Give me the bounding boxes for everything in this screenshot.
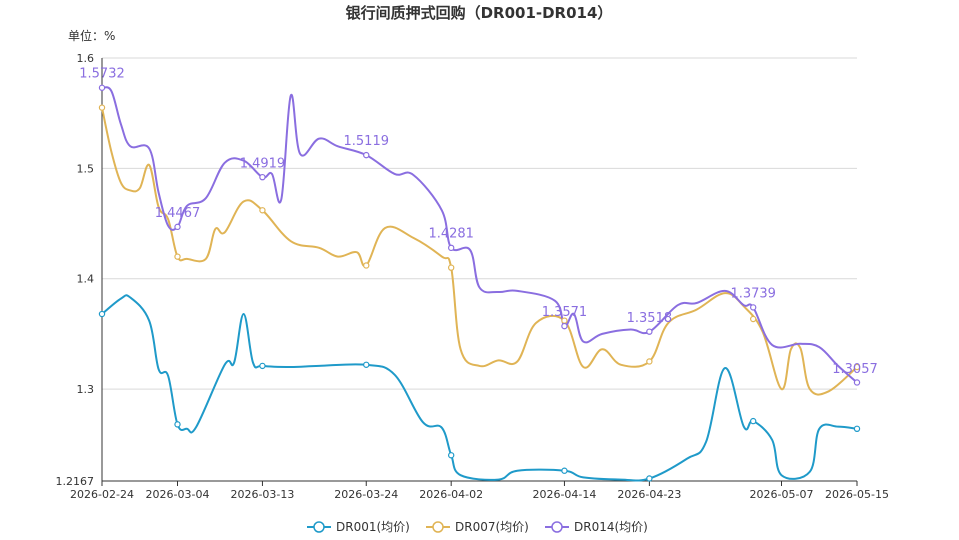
y-axis: 1.2167 1.3 1.4 1.5 1.6 bbox=[56, 52, 103, 488]
x-axis: 2026-02-24 2026-03-04 2026-03-13 2026-03-24… bbox=[70, 480, 889, 501]
data-point-marker bbox=[363, 361, 370, 368]
legend-swatch-marker bbox=[432, 521, 444, 533]
legend[interactable]: DR001(均价) DR007(均价) DR014(均价) bbox=[307, 520, 648, 534]
data-label: 1.3057 bbox=[832, 362, 878, 377]
data-label: 1.3739 bbox=[730, 287, 776, 302]
x-tick-label: 2026-03-04 bbox=[146, 488, 210, 501]
y-tick-label: 1.2167 bbox=[56, 475, 95, 488]
data-point-marker bbox=[447, 452, 455, 459]
y-tick-label: 1.6 bbox=[77, 52, 95, 65]
data-label: 1.4919 bbox=[240, 156, 286, 171]
data-labels: 1.5732 1.4467 1.4919 1.5119 1.4281 1.3571 1.35… bbox=[79, 67, 878, 377]
data-label: 1.3518 bbox=[627, 311, 673, 326]
data-point-marker bbox=[646, 328, 653, 335]
legend-label: DR007(均价) bbox=[455, 520, 529, 534]
series-line-1 bbox=[101, 107, 858, 396]
x-tick-label: 2026-05-15 bbox=[825, 488, 889, 501]
data-point-marker bbox=[259, 173, 266, 181]
data-label: 1.3571 bbox=[542, 305, 588, 320]
x-tick-label: 2026-03-13 bbox=[230, 488, 294, 501]
series-line-2 bbox=[101, 86, 858, 384]
data-point-marker bbox=[259, 362, 266, 370]
data-point-marker bbox=[853, 425, 861, 433]
data-point-marker bbox=[853, 379, 861, 386]
series-lines bbox=[101, 86, 858, 482]
data-point-marker bbox=[749, 315, 757, 323]
legend-item-0[interactable]: DR001(均价) bbox=[307, 520, 410, 534]
data-point-marker bbox=[98, 84, 106, 91]
x-tick-label: 2026-04-23 bbox=[617, 488, 681, 501]
data-point-marker bbox=[646, 475, 653, 482]
data-point-marker bbox=[98, 104, 106, 111]
unit-label: 单位：% bbox=[68, 28, 115, 43]
x-tick-label: 2026-04-02 bbox=[419, 488, 483, 501]
y-tick-label: 1.4 bbox=[77, 273, 95, 286]
data-point-marker bbox=[447, 244, 455, 252]
legend-label: DR014(均价) bbox=[574, 520, 648, 534]
data-point-marker bbox=[561, 467, 568, 474]
data-point-marker bbox=[749, 417, 757, 425]
y-tick-label: 1.5 bbox=[77, 162, 95, 175]
data-point-marker bbox=[561, 322, 568, 330]
y-tick-label: 1.3 bbox=[77, 383, 95, 396]
x-tick-label: 2026-04-14 bbox=[532, 488, 596, 501]
legend-swatch-marker bbox=[313, 521, 325, 533]
data-label: 1.4281 bbox=[428, 227, 474, 242]
data-point-marker bbox=[749, 304, 757, 311]
data-point-marker bbox=[98, 310, 106, 318]
data-label: 1.5119 bbox=[344, 134, 390, 149]
series-markers bbox=[98, 84, 861, 482]
legend-swatch-marker bbox=[551, 521, 563, 533]
grid-lines bbox=[102, 57, 857, 390]
legend-label: DR001(均价) bbox=[336, 520, 410, 534]
legend-item-1[interactable]: DR007(均价) bbox=[426, 520, 529, 534]
data-point-marker bbox=[174, 253, 181, 260]
series-line-0 bbox=[101, 294, 858, 482]
chart-title: 银行间质押式回购（DR001-DR014） bbox=[346, 4, 613, 22]
data-point-marker bbox=[259, 207, 266, 214]
legend-item-2[interactable]: DR014(均价) bbox=[545, 520, 648, 534]
x-tick-label: 2026-02-24 bbox=[70, 488, 134, 501]
data-point-marker bbox=[853, 363, 861, 371]
data-label: 1.5732 bbox=[79, 67, 125, 82]
data-point-marker bbox=[363, 262, 370, 269]
x-tick-label: 2026-05-07 bbox=[750, 488, 814, 501]
data-point-marker bbox=[447, 264, 455, 271]
data-point-marker bbox=[174, 421, 181, 428]
data-label: 1.4467 bbox=[155, 206, 201, 221]
x-tick-label: 2026-03-24 bbox=[334, 488, 398, 501]
data-point-marker bbox=[646, 358, 653, 365]
data-point-marker bbox=[174, 223, 181, 231]
data-point-marker bbox=[363, 151, 370, 159]
